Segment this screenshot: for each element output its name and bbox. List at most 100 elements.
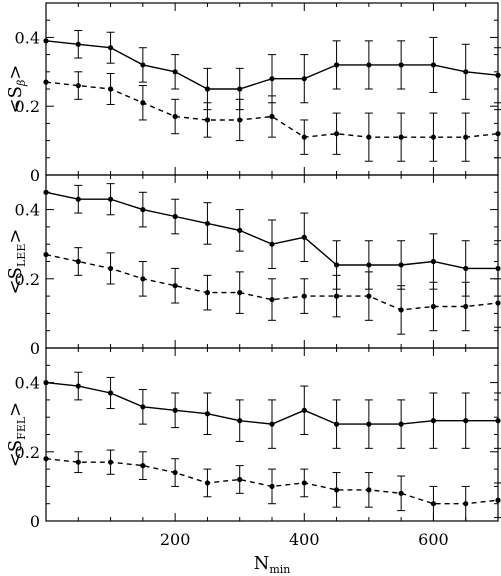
data-point bbox=[204, 480, 211, 486]
data-point bbox=[269, 421, 275, 427]
y-axis-label-main: <S bbox=[5, 267, 26, 294]
y-tick-label: 0.4 bbox=[15, 374, 40, 393]
data-point bbox=[43, 38, 49, 44]
data-point bbox=[366, 487, 372, 493]
data-point bbox=[269, 113, 275, 120]
data-point bbox=[172, 469, 178, 476]
data-point bbox=[495, 497, 501, 503]
y-tick-label: 0.2 bbox=[15, 97, 40, 116]
data-point bbox=[495, 418, 501, 424]
y-tick-label: 0 bbox=[30, 166, 40, 185]
data-point bbox=[75, 383, 81, 389]
data-point bbox=[430, 418, 437, 424]
data-point bbox=[140, 463, 146, 469]
data-point bbox=[172, 213, 178, 220]
data-point bbox=[269, 483, 275, 489]
data-point bbox=[398, 62, 404, 68]
data-point bbox=[75, 258, 81, 265]
data-point bbox=[333, 421, 340, 427]
data-point bbox=[398, 421, 404, 427]
data-point bbox=[463, 69, 469, 75]
data-point bbox=[204, 220, 211, 227]
data-point bbox=[366, 62, 372, 68]
data-point bbox=[107, 390, 114, 396]
data-point bbox=[301, 76, 307, 82]
data-point bbox=[107, 459, 114, 465]
data-point bbox=[172, 113, 178, 120]
y-axis-label-main: <S bbox=[5, 86, 26, 113]
data-point bbox=[366, 262, 372, 268]
data-point bbox=[366, 293, 372, 299]
data-point bbox=[107, 45, 114, 51]
y-axis-label: <SFEL> bbox=[5, 402, 28, 467]
data-point bbox=[140, 276, 146, 282]
y-axis-label-end: > bbox=[5, 65, 26, 80]
y-axis-label-end: > bbox=[5, 229, 26, 244]
data-point bbox=[333, 293, 340, 299]
data-point bbox=[430, 303, 437, 310]
data-point bbox=[172, 69, 178, 75]
data-point bbox=[463, 265, 469, 272]
data-point bbox=[301, 407, 307, 413]
chart-panel-1: 0 0.2 0.4 <Sβ> bbox=[5, 2, 501, 185]
data-point bbox=[269, 76, 275, 82]
x-tick-label: 600 bbox=[418, 530, 449, 549]
data-point bbox=[495, 300, 501, 306]
data-point bbox=[463, 134, 469, 140]
data-point bbox=[237, 227, 243, 233]
data-point bbox=[140, 404, 146, 410]
data-point bbox=[204, 117, 211, 123]
y-axis-label-subscript: β bbox=[15, 80, 28, 87]
data-point bbox=[204, 411, 211, 417]
data-point bbox=[43, 79, 49, 85]
y-axis-label-subscript: LEE bbox=[15, 244, 28, 267]
y-axis-label-subscript: FEL bbox=[15, 416, 28, 440]
data-point bbox=[463, 418, 469, 424]
x-tick-label: 200 bbox=[160, 530, 191, 549]
data-point bbox=[237, 117, 243, 123]
data-point bbox=[301, 134, 307, 140]
data-point bbox=[237, 86, 243, 92]
data-point bbox=[172, 283, 178, 289]
data-point bbox=[366, 134, 372, 140]
data-point bbox=[140, 100, 146, 106]
data-point bbox=[366, 421, 372, 427]
data-point bbox=[237, 290, 243, 296]
data-point bbox=[333, 131, 340, 137]
data-point bbox=[43, 380, 49, 386]
y-tick-label: 0 bbox=[30, 512, 40, 531]
chart-panels: 00.20.4<Sβ>00.20.4<SLEE>00.20.4<SFEL>200… bbox=[5, 2, 501, 576]
data-point bbox=[333, 62, 340, 68]
data-point bbox=[75, 82, 81, 89]
x-tick-label: 400 bbox=[289, 530, 320, 549]
data-point bbox=[237, 476, 243, 483]
data-point bbox=[43, 251, 49, 258]
data-point bbox=[107, 265, 114, 272]
data-point bbox=[43, 456, 49, 462]
data-point bbox=[495, 265, 501, 272]
data-point bbox=[430, 134, 437, 140]
data-point bbox=[204, 290, 211, 296]
data-point bbox=[107, 196, 114, 202]
data-point bbox=[463, 303, 469, 310]
y-tick-label: 0.2 bbox=[15, 270, 40, 289]
data-point bbox=[140, 62, 146, 68]
data-point bbox=[172, 407, 178, 413]
data-point bbox=[75, 196, 81, 202]
y-tick-label: 0.4 bbox=[15, 201, 40, 220]
data-point bbox=[333, 487, 340, 493]
data-point bbox=[398, 490, 404, 496]
data-point bbox=[43, 189, 49, 195]
data-point bbox=[398, 307, 404, 313]
data-point bbox=[107, 86, 114, 92]
x-axis-label-main: N bbox=[254, 553, 270, 574]
data-point bbox=[269, 241, 275, 247]
data-point bbox=[75, 41, 81, 47]
data-point bbox=[269, 296, 275, 303]
data-point bbox=[301, 234, 307, 240]
y-tick-label: 0.4 bbox=[15, 28, 40, 47]
data-point bbox=[301, 293, 307, 299]
data-point bbox=[398, 134, 404, 140]
